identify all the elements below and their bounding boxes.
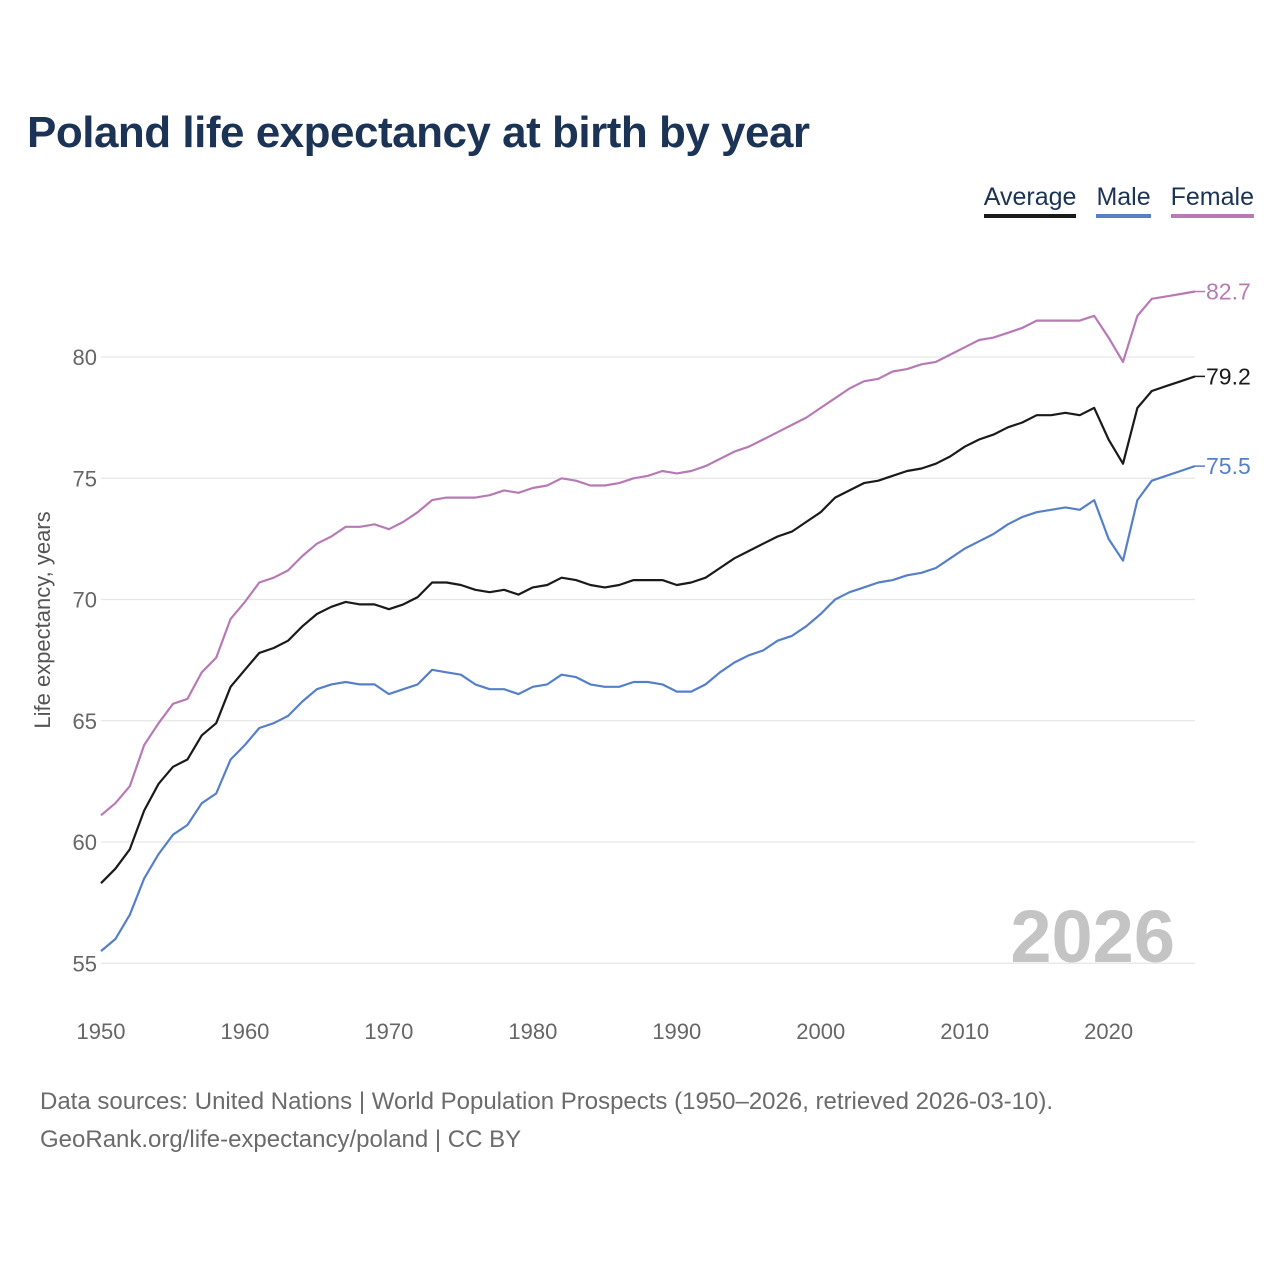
year-watermark: 2026 xyxy=(1010,895,1175,978)
y-tick-label: 65 xyxy=(73,709,97,734)
legend: Average Male Female xyxy=(983,183,1254,218)
legend-female[interactable]: Female xyxy=(1170,183,1254,218)
x-tick-label: 1960 xyxy=(220,1019,269,1044)
series-line-male xyxy=(100,465,1196,952)
end-label-average: 79.2 xyxy=(1206,363,1251,389)
x-tick-label: 2000 xyxy=(796,1019,845,1044)
y-tick-label: 75 xyxy=(73,466,97,491)
x-tick-label: 1980 xyxy=(508,1019,557,1044)
y-tick-label: 60 xyxy=(73,830,97,855)
y-tick-label: 55 xyxy=(73,951,97,976)
end-label-female: 82.7 xyxy=(1206,279,1251,305)
y-tick-label: 70 xyxy=(73,588,97,613)
end-label-male: 75.5 xyxy=(1206,453,1251,479)
footer-sources: Data sources: United Nations | World Pop… xyxy=(40,1088,1054,1115)
legend-average[interactable]: Average xyxy=(983,183,1077,218)
x-tick-label: 1950 xyxy=(77,1019,126,1044)
footer-link[interactable]: GeoRank.org/life-expectancy/poland | CC … xyxy=(40,1126,522,1153)
x-tick-label: 1990 xyxy=(652,1019,701,1044)
series-line-average xyxy=(100,375,1196,884)
legend-male[interactable]: Male xyxy=(1096,183,1151,218)
y-tick-label: 80 xyxy=(73,345,97,370)
x-tick-label: 2010 xyxy=(940,1019,989,1044)
x-tick-label: 2020 xyxy=(1084,1019,1133,1044)
x-tick-label: 1970 xyxy=(364,1019,413,1044)
chart-title: Poland life expectancy at birth by year xyxy=(27,108,810,157)
series-line-female xyxy=(100,290,1196,817)
y-axis-label: Life expectancy, years xyxy=(30,511,55,728)
